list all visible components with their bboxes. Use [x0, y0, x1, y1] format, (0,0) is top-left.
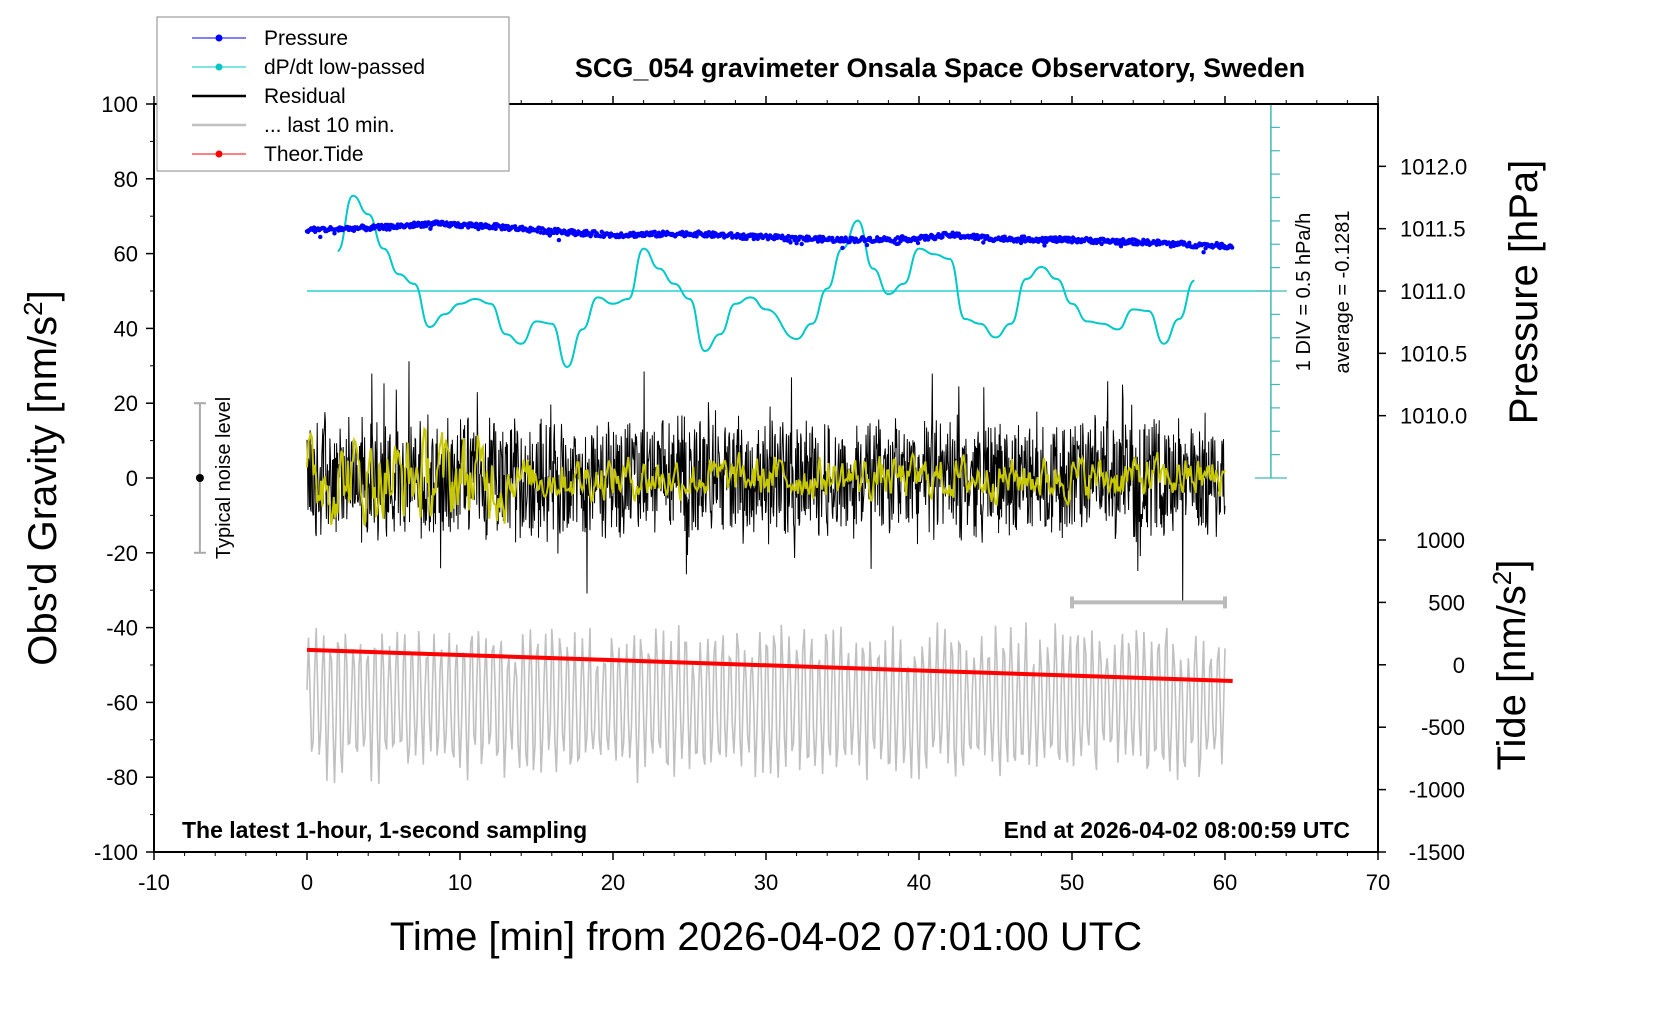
- x-tick-label: 10: [448, 870, 472, 895]
- legend-marker: [215, 34, 223, 42]
- pressure-point: [387, 227, 392, 232]
- plot-traces: [193, 103, 1287, 784]
- pressure-point: [788, 240, 793, 245]
- legend: Pressure dP/dt low-passed Residual ... last…: [156, 16, 510, 172]
- pressure-point: [1040, 235, 1045, 241]
- y-tick-label: -80: [106, 765, 138, 790]
- pressure-tick-label: 1010.0: [1400, 404, 1467, 429]
- y-axis-label-pressure: Pressure [hPa]: [1502, 160, 1546, 425]
- pressure-point: [1203, 246, 1208, 251]
- pressure-point: [741, 232, 746, 237]
- y-axis-label-left: Obs'd Gravity [nm/s2]: [18, 290, 65, 666]
- pressure-point: [940, 234, 945, 240]
- x-tick-label: -10: [138, 870, 170, 895]
- pressure-point: [1041, 239, 1046, 244]
- x-tick-label: 50: [1060, 870, 1084, 895]
- pressure-tick-label: 1010.5: [1400, 341, 1467, 366]
- chart-title: SCG_054 gravimeter Onsala Space Observat…: [575, 53, 1305, 83]
- average-label: average = -0.1281: [1332, 211, 1354, 374]
- pressure-point: [840, 245, 845, 251]
- div-label: 1 DIV = 0.5 hPa/h: [1293, 213, 1315, 371]
- pressure-point: [505, 224, 511, 229]
- pressure-point: [652, 229, 657, 234]
- pressure-point: [1099, 241, 1104, 247]
- pressure-point: [572, 228, 577, 234]
- pressure-point: [799, 241, 804, 247]
- axes: -10 0 10 20 30 40 50 60 70100806040200-20-40-60-…: [94, 92, 1467, 895]
- legend-label: Theor.Tide: [264, 143, 364, 166]
- x-tick-label: 30: [754, 870, 778, 895]
- pressure-point: [1187, 240, 1192, 245]
- pressure-point: [554, 230, 560, 236]
- y-tick-label: -40: [106, 616, 138, 641]
- pressure-point: [1066, 235, 1072, 241]
- noise-bar-center: [195, 474, 204, 482]
- legend-marker: [215, 63, 223, 71]
- x-tick-label: 0: [301, 870, 313, 895]
- legend-label: ... last 10 min.: [264, 114, 395, 137]
- y-tick-label: -60: [106, 690, 138, 715]
- y-tick-label: 80: [114, 167, 138, 192]
- x-tick-label: 20: [601, 870, 625, 895]
- legend-marker: [215, 150, 223, 158]
- pressure-point: [915, 240, 921, 246]
- pressure-tick-label: 1011.5: [1400, 217, 1466, 242]
- pressure-point: [755, 236, 760, 241]
- pressure-point: [864, 242, 870, 248]
- legend-label: Residual: [264, 85, 346, 108]
- pressure-point: [547, 233, 552, 238]
- pressure-point: [332, 231, 337, 236]
- residual-trace: [306, 361, 1226, 604]
- pressure-point: [830, 235, 835, 241]
- x-tick-label: 70: [1366, 870, 1390, 895]
- annotation-bottom-right: End at 2026-04-02 08:00:59 UTC: [1004, 817, 1350, 843]
- noise-level-label: Typical noise level: [213, 397, 235, 559]
- tide-tick-label: -1000: [1409, 778, 1465, 803]
- tide-tick-label: 500: [1428, 590, 1465, 615]
- y-tick-label: -100: [94, 840, 138, 865]
- last-10-min-trace: [306, 622, 1226, 784]
- tide-tick-label: 0: [1453, 653, 1465, 678]
- residual-smoothed-trace: [306, 426, 1226, 526]
- legend-label: dP/dt low-passed: [264, 56, 425, 79]
- x-axis-label: Time [min] from 2026-04-02 07:01:00 UTC: [390, 915, 1142, 959]
- y-tick-label: 20: [114, 391, 138, 416]
- pressure-point: [493, 226, 498, 231]
- legend-label: Pressure: [264, 27, 348, 50]
- dpdt-trace: [336, 194, 1195, 369]
- pressure-point: [1021, 234, 1027, 239]
- pressure-point: [1229, 245, 1235, 250]
- pressure-point: [318, 234, 323, 240]
- y-tick-label: 100: [101, 92, 138, 117]
- tide-trace: [306, 647, 1233, 684]
- pressure-point: [694, 234, 699, 239]
- legend-box: [156, 16, 510, 172]
- pressure-point: [1201, 250, 1206, 255]
- y-tick-label: 40: [114, 316, 138, 341]
- x-tick-label: 60: [1213, 870, 1237, 895]
- pressure-point: [981, 240, 986, 245]
- tide-tick-label: -500: [1421, 715, 1465, 740]
- pressure-tick-label: 1012.0: [1400, 154, 1467, 179]
- tide-tick-label: 1000: [1416, 528, 1465, 553]
- pressure-point: [1042, 243, 1047, 248]
- pressure-point: [839, 235, 844, 241]
- y-axis-label-tide: Tide [nm/s2]: [1487, 560, 1534, 771]
- y-tick-label: -20: [106, 541, 138, 566]
- y-tick-label: 0: [126, 466, 138, 491]
- tide-tick-label: -1500: [1409, 840, 1465, 865]
- pressure-point: [794, 241, 799, 246]
- pressure-point: [556, 237, 562, 243]
- x-tick-label: 40: [907, 870, 931, 895]
- annotation-bottom-left: The latest 1-hour, 1-second sampling: [182, 817, 587, 843]
- pressure-tick-label: 1011.0: [1400, 279, 1466, 304]
- y-tick-label: 60: [114, 242, 138, 267]
- pressure-point: [1044, 239, 1049, 244]
